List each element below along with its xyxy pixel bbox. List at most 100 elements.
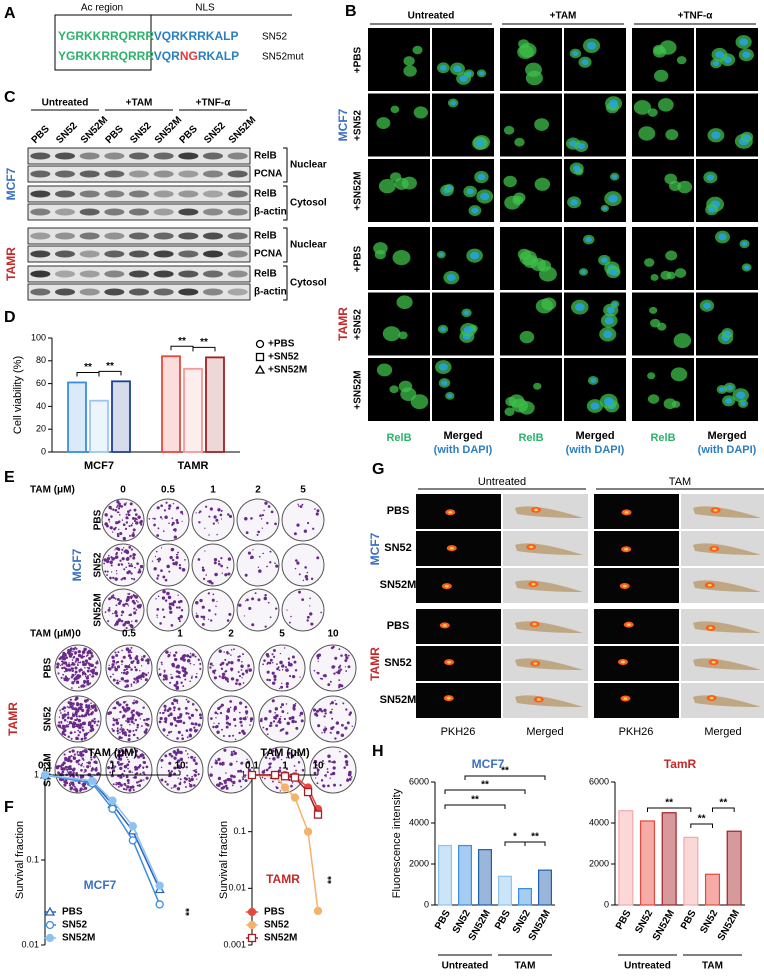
colony bbox=[132, 528, 136, 532]
colony bbox=[327, 784, 330, 788]
nucleus bbox=[590, 402, 600, 410]
colony bbox=[186, 766, 188, 768]
nucleus bbox=[580, 269, 586, 274]
colony bbox=[238, 655, 241, 658]
colony bbox=[128, 534, 131, 537]
fraction-bracket bbox=[283, 147, 288, 183]
colony bbox=[250, 517, 253, 520]
colony bbox=[57, 672, 60, 675]
colony bbox=[208, 579, 212, 584]
legend-marker bbox=[254, 364, 266, 374]
colony bbox=[169, 555, 173, 560]
colony bbox=[95, 661, 99, 665]
colony bbox=[214, 725, 218, 729]
colony bbox=[343, 766, 346, 769]
colony bbox=[238, 779, 242, 783]
colony bbox=[116, 506, 118, 508]
colony bbox=[178, 564, 182, 567]
lane-label: PBS bbox=[178, 123, 201, 146]
blot-band bbox=[227, 270, 248, 278]
colony bbox=[143, 779, 145, 781]
colony bbox=[248, 606, 252, 611]
colony bbox=[287, 663, 291, 667]
colony bbox=[169, 610, 173, 614]
colony bbox=[266, 565, 268, 568]
colony bbox=[61, 731, 65, 735]
colony bbox=[183, 762, 185, 764]
colony bbox=[158, 673, 162, 677]
colony bbox=[74, 660, 77, 663]
colony bbox=[338, 648, 341, 651]
nucleus bbox=[480, 192, 490, 201]
colony bbox=[81, 726, 84, 729]
point bbox=[108, 796, 117, 805]
concentration-label: 2 bbox=[228, 629, 234, 640]
colony bbox=[116, 732, 119, 735]
colony bbox=[68, 706, 71, 709]
colony bbox=[282, 728, 285, 731]
cell bbox=[519, 330, 535, 344]
row-label: SN52 bbox=[384, 542, 412, 554]
colony bbox=[278, 717, 282, 721]
cell bbox=[674, 268, 687, 278]
colony bbox=[126, 620, 131, 625]
colony bbox=[93, 717, 96, 720]
colony bbox=[163, 615, 166, 619]
colony bbox=[192, 758, 196, 762]
colony bbox=[79, 661, 82, 663]
blot-band bbox=[178, 208, 199, 216]
colony bbox=[194, 756, 196, 759]
colony bbox=[122, 655, 126, 659]
colony bbox=[117, 750, 121, 754]
colony bbox=[278, 720, 282, 724]
colony bbox=[136, 680, 140, 683]
colony bbox=[72, 756, 77, 760]
colony bbox=[184, 678, 187, 681]
colony bbox=[299, 676, 301, 678]
row-label: +SN52M bbox=[353, 370, 364, 409]
colony bbox=[167, 653, 171, 657]
colony bbox=[90, 654, 94, 658]
column-header: Untreated bbox=[408, 11, 455, 22]
colony bbox=[97, 720, 100, 723]
colony bbox=[72, 712, 74, 714]
colony bbox=[87, 706, 91, 710]
colony bbox=[119, 766, 123, 771]
colony bbox=[63, 718, 67, 722]
colony bbox=[224, 779, 228, 782]
colony bbox=[193, 784, 196, 787]
colony bbox=[81, 762, 84, 765]
nucleus bbox=[608, 194, 618, 203]
y-axis-label: Survival fraction bbox=[14, 821, 26, 899]
nucleus bbox=[479, 71, 485, 76]
colony bbox=[222, 734, 225, 738]
colony bbox=[153, 517, 156, 520]
micrograph bbox=[432, 227, 494, 290]
colony bbox=[83, 732, 88, 737]
colony bbox=[129, 624, 133, 627]
colony bbox=[71, 722, 75, 726]
colony bbox=[270, 510, 274, 514]
colony bbox=[127, 758, 129, 761]
group-header: Untreated bbox=[42, 98, 89, 109]
plate bbox=[146, 498, 190, 542]
colony bbox=[179, 750, 183, 755]
cell bbox=[644, 258, 655, 267]
colony bbox=[195, 612, 198, 614]
column-header: +TAM bbox=[550, 11, 577, 22]
colony bbox=[203, 618, 206, 621]
nucleus bbox=[471, 207, 479, 214]
colony bbox=[136, 766, 138, 769]
colony bbox=[107, 608, 111, 612]
cell bbox=[413, 106, 428, 119]
colony bbox=[339, 751, 341, 753]
colony bbox=[164, 718, 168, 722]
colony bbox=[160, 547, 163, 549]
colony bbox=[265, 768, 269, 772]
colony bbox=[241, 672, 245, 676]
colony bbox=[331, 717, 334, 720]
colony bbox=[221, 672, 226, 677]
legend-marker bbox=[255, 339, 265, 349]
xenograft-core bbox=[446, 696, 451, 700]
colony bbox=[132, 556, 136, 560]
